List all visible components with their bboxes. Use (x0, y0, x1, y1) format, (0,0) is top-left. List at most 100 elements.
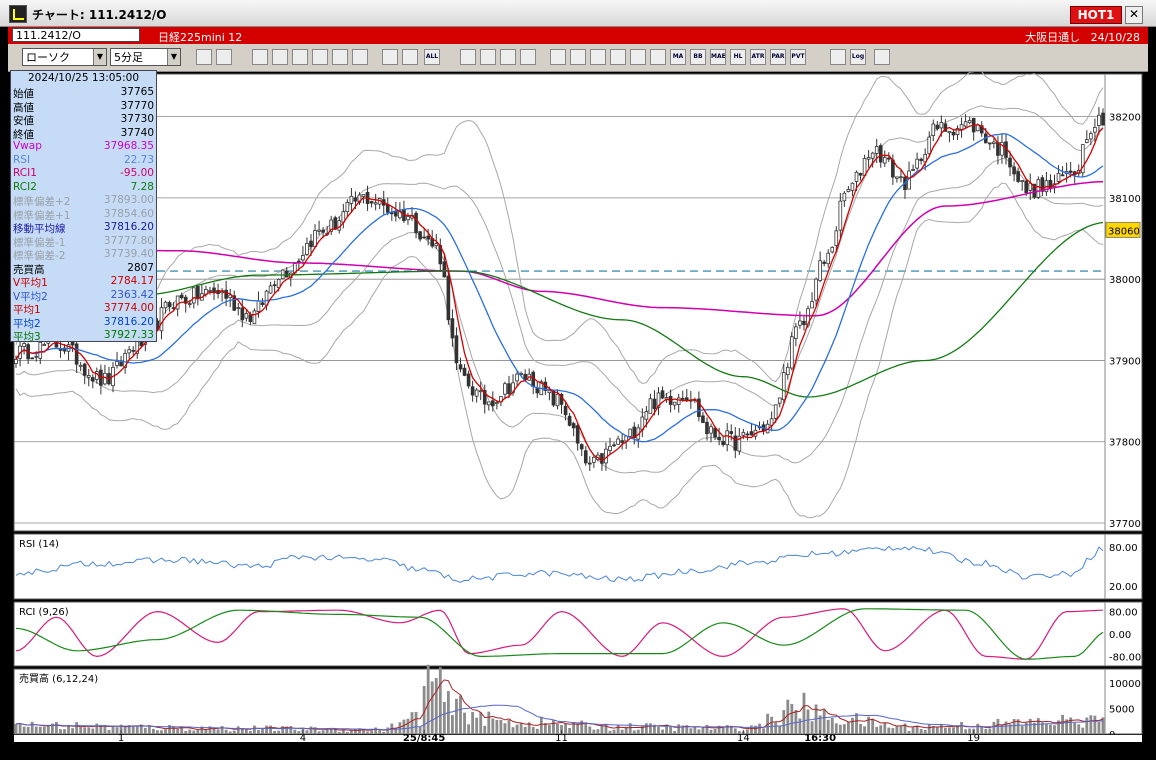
trash-icon[interactable] (352, 49, 368, 65)
volume-bar (414, 711, 418, 734)
candle-body (491, 400, 495, 407)
atr-icon[interactable]: ATR (750, 49, 766, 65)
interval-select[interactable]: 5分足 ▼ (110, 48, 181, 66)
pvt-icon[interactable]: PVT (790, 49, 806, 65)
candle-body (385, 204, 390, 213)
pencil-icon[interactable] (252, 49, 268, 65)
alarm-icon[interactable] (550, 49, 566, 65)
candle-body (22, 343, 26, 347)
copy-icon[interactable] (332, 49, 348, 65)
candle-body (284, 270, 289, 278)
pointer-icon[interactable] (292, 49, 308, 65)
par-icon[interactable]: PAR (770, 49, 786, 65)
volume-bar (483, 725, 487, 734)
info-datetime: 2024/10/25 13:05:00 (27, 72, 139, 84)
wrench-icon[interactable] (480, 49, 496, 65)
chart-type-select[interactable]: ローソク ▼ (22, 48, 107, 66)
trendline-icon[interactable] (272, 49, 288, 65)
candle-body (446, 275, 451, 321)
candle-body (389, 212, 394, 215)
ma-icon[interactable]: MA (670, 49, 686, 65)
x-tick-label: 14 (737, 733, 750, 742)
bb-lower-2-line (15, 182, 1104, 519)
candle-body (301, 255, 305, 261)
color-icon[interactable] (500, 49, 516, 65)
close-button[interactable]: ✕ (1125, 6, 1143, 24)
volume-bar (293, 729, 297, 734)
grid-icon[interactable] (216, 49, 232, 65)
disabled-icon[interactable] (630, 49, 646, 65)
search-chart-icon[interactable] (570, 49, 586, 65)
candle-body (838, 200, 843, 231)
candle-body (531, 371, 536, 387)
volume-bar (976, 723, 980, 734)
volume-bar (184, 730, 188, 734)
gear-icon[interactable] (460, 49, 476, 65)
bb-icon[interactable]: BB (690, 49, 706, 65)
candle-body (887, 157, 891, 160)
candle-body (1080, 144, 1085, 174)
volume-bar (939, 724, 943, 734)
frame-icon[interactable] (830, 49, 846, 65)
candle-body (915, 158, 919, 169)
volume-bar (349, 730, 353, 734)
chart-area[interactable]: 38200 38100 38000 37900 37800 37700 38060 80.00… (8, 70, 1148, 744)
info-value: 37968.35 (103, 140, 154, 152)
volume-bar (657, 726, 660, 734)
chart-canvas[interactable]: 38200 38100 38000 37900 37800 37700 38060 80.00… (8, 70, 1148, 744)
candle-body (592, 456, 596, 463)
volume-bar (333, 728, 337, 734)
volume-bar (919, 729, 923, 734)
volume-bar (50, 723, 54, 734)
volume-bar (370, 730, 374, 734)
market-name: 大阪日通し (1025, 31, 1081, 44)
candle-body (672, 401, 677, 406)
candle-b-icon[interactable] (402, 49, 418, 65)
arrow-icon[interactable] (312, 49, 328, 65)
candle-body (733, 435, 738, 451)
candle-body (373, 202, 378, 205)
palette-icon[interactable] (520, 49, 536, 65)
volume-bar (834, 723, 838, 734)
volume-bar (592, 729, 596, 734)
volume-bar (948, 727, 951, 734)
hot-button[interactable]: HOT1 (1070, 6, 1122, 24)
volume-bar (588, 726, 592, 734)
volume-bar (309, 726, 313, 734)
candle-body (345, 202, 350, 213)
candle-body (701, 415, 705, 424)
volume-bar (111, 725, 115, 734)
ichimoku-icon[interactable] (650, 49, 666, 65)
candle-body (721, 441, 725, 446)
candle-body (547, 389, 552, 394)
indicator-icon[interactable] (590, 49, 606, 65)
volume-bar (503, 723, 507, 734)
volume-panel-title: 売買高 (6,12,24) (19, 672, 98, 685)
candle-body (74, 343, 79, 365)
volume-bar (196, 729, 200, 734)
candle-a-icon[interactable] (382, 49, 398, 65)
order-icon[interactable] (610, 49, 626, 65)
info-value: 37740 (120, 126, 154, 139)
info-value: 37816.20 (103, 315, 154, 328)
symbol-code-input[interactable]: 111.2412/O (12, 28, 140, 42)
chevron-down-icon: ▼ (167, 49, 180, 65)
candle-body (575, 425, 580, 444)
candle-body (567, 415, 572, 426)
candle-body (1036, 179, 1041, 198)
candle-body (228, 294, 232, 299)
log-icon[interactable]: Log (850, 49, 866, 65)
volume-bar (576, 723, 580, 734)
all-icon[interactable]: ALL (424, 49, 440, 65)
volume-bar (523, 726, 527, 734)
export-icon[interactable] (874, 49, 890, 65)
zoom-icon[interactable] (196, 49, 212, 65)
volume-bar (119, 724, 123, 734)
candle-body (38, 341, 43, 359)
candle-body (725, 430, 730, 446)
volume-bar (568, 727, 572, 734)
mae-icon[interactable]: MAE (710, 49, 726, 65)
info-row: 平均1 37774.00 (13, 302, 154, 316)
hl-icon[interactable]: HL (730, 49, 746, 65)
candle-body (297, 260, 301, 263)
